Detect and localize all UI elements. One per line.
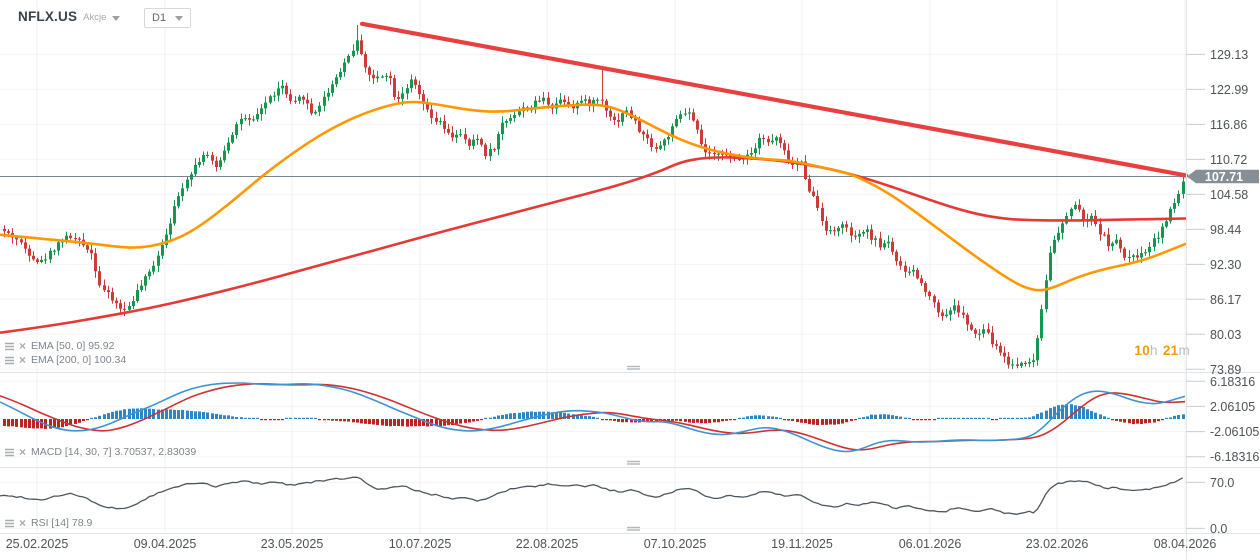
date-axis-label: 23.05.2025 <box>261 537 324 551</box>
price-axis-label: 122.99 <box>1210 83 1248 97</box>
price-axis-label: 86.17 <box>1210 293 1241 307</box>
price-axis-label: 110.72 <box>1210 153 1247 167</box>
instrument-selector[interactable]: NFLX.US Akcje <box>18 9 121 24</box>
price-axis-label: 98.44 <box>1210 223 1241 237</box>
macd-line <box>0 382 1186 453</box>
indicator-settings-icon[interactable] <box>4 342 15 351</box>
countdown-hours-unit: h <box>1150 343 1158 358</box>
price-axis-label: 116.86 <box>1210 118 1247 132</box>
ema50-label: EMA [50, 0] 95.92 <box>31 340 115 352</box>
macd-axis-label: -2.06105 <box>1210 425 1259 439</box>
countdown-hours: 10 <box>1134 343 1151 358</box>
chevron-down-icon <box>175 15 183 21</box>
instrument-type-label: Akcje <box>83 12 107 23</box>
rsi-label: RSI [14] 78.9 <box>31 517 93 529</box>
indicator-remove-icon[interactable]: × <box>19 352 27 367</box>
panel-resize-handle[interactable] <box>627 365 640 370</box>
macd-axis-label: -6.18316 <box>1210 450 1259 464</box>
panel-resize-handle[interactable] <box>627 460 640 465</box>
date-axis-label: 09.04.2025 <box>134 537 197 551</box>
rsi-axis-label: 70.0 <box>1210 476 1234 490</box>
indicator-remove-icon[interactable]: × <box>19 515 27 530</box>
price-axis-label: 92.30 <box>1210 258 1241 272</box>
indicator-remove-icon[interactable]: × <box>19 444 27 459</box>
date-axis-label: 07.10.2025 <box>644 537 707 551</box>
date-axis-label: 19.11.2025 <box>771 537 833 551</box>
date-axis-label: 23.02.2026 <box>1026 537 1089 551</box>
timeframe-select[interactable]: D1 <box>144 8 191 28</box>
macd-axis-label: 2.06105 <box>1210 400 1255 414</box>
indicator-settings-icon[interactable] <box>4 519 15 528</box>
legend-row-ema200: × EMA [200, 0] 100.34 <box>4 354 126 366</box>
panel-resize-handle[interactable] <box>627 526 640 531</box>
symbol-label: NFLX.US <box>18 9 78 24</box>
price-axis-label: 104.58 <box>1210 188 1248 202</box>
candles-layer <box>3 24 1185 370</box>
price-axis-label: 129.13 <box>1210 48 1248 62</box>
date-axis-label: 08.04.2026 <box>1154 537 1217 551</box>
price-axis-label: 73.89 <box>1210 363 1241 377</box>
candle-countdown: 10h 21m <box>1020 343 1190 358</box>
macd-label: MACD [14, 30, 7] 3.70537, 2.83039 <box>31 446 197 458</box>
indicator-remove-icon[interactable]: × <box>19 338 27 353</box>
legend-row-rsi: × RSI [14] 78.9 <box>4 517 92 529</box>
macd-signal-line <box>0 382 1186 451</box>
ema50-line <box>0 100 1187 292</box>
countdown-minutes-unit: m <box>1178 343 1190 358</box>
timeframe-value: D1 <box>152 12 167 24</box>
trendline-drawing[interactable] <box>359 21 1189 178</box>
ema200-label: EMA [200, 0] 100.34 <box>31 354 127 366</box>
chevron-down-icon <box>112 15 121 21</box>
legend-row-macd: × MACD [14, 30, 7] 3.70537, 2.83039 <box>4 446 196 458</box>
countdown-minutes: 21 <box>1162 343 1179 358</box>
macd-axis-label: 6.18316 <box>1210 375 1255 389</box>
rsi-axis-label: 0.0 <box>1210 522 1227 536</box>
indicator-settings-icon[interactable] <box>4 356 15 365</box>
legend-row-ema50: × EMA [50, 0] 95.92 <box>4 340 115 352</box>
date-axis-label: 22.08.2025 <box>516 537 579 551</box>
macd-histogram <box>3 404 1185 429</box>
indicator-settings-icon[interactable] <box>4 448 15 457</box>
date-axis-label: 10.07.2025 <box>389 537 452 551</box>
ema200-line <box>0 156 1187 335</box>
price-axis-label: 80.03 <box>1210 328 1241 342</box>
current-price-badge <box>1187 169 1259 184</box>
date-axis-label: 06.01.2026 <box>899 537 962 551</box>
current-price-value: 107.71 <box>1205 170 1243 184</box>
rsi-line <box>0 476 1184 515</box>
date-axis-label: 25.02.2025 <box>6 537 69 551</box>
